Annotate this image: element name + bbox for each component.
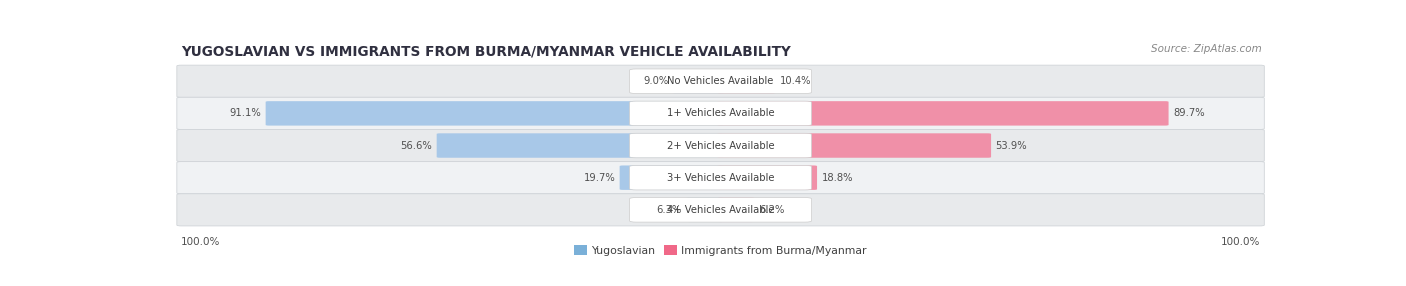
FancyBboxPatch shape [177, 194, 1264, 226]
Text: 100.0%: 100.0% [1220, 237, 1260, 247]
FancyBboxPatch shape [177, 97, 1264, 130]
FancyBboxPatch shape [177, 162, 1264, 194]
Text: 2+ Vehicles Available: 2+ Vehicles Available [666, 140, 775, 150]
FancyBboxPatch shape [717, 133, 991, 158]
Legend: Yugoslavian, Immigrants from Burma/Myanmar: Yugoslavian, Immigrants from Burma/Myanm… [569, 241, 872, 260]
Text: 89.7%: 89.7% [1173, 108, 1205, 118]
FancyBboxPatch shape [177, 65, 1264, 97]
Text: 3+ Vehicles Available: 3+ Vehicles Available [666, 173, 775, 183]
Text: 10.4%: 10.4% [780, 76, 811, 86]
FancyBboxPatch shape [437, 133, 724, 158]
FancyBboxPatch shape [717, 166, 817, 190]
Text: 9.0%: 9.0% [643, 76, 668, 86]
Text: 100.0%: 100.0% [181, 237, 221, 247]
Text: Source: ZipAtlas.com: Source: ZipAtlas.com [1152, 44, 1263, 54]
FancyBboxPatch shape [177, 130, 1264, 162]
FancyBboxPatch shape [717, 198, 755, 222]
FancyBboxPatch shape [672, 69, 724, 94]
Text: 4+ Vehicles Available: 4+ Vehicles Available [666, 205, 775, 215]
FancyBboxPatch shape [630, 101, 811, 126]
Text: 53.9%: 53.9% [995, 140, 1026, 150]
FancyBboxPatch shape [717, 69, 775, 94]
Text: YUGOSLAVIAN VS IMMIGRANTS FROM BURMA/MYANMAR VEHICLE AVAILABILITY: YUGOSLAVIAN VS IMMIGRANTS FROM BURMA/MYA… [181, 44, 792, 58]
Text: 1+ Vehicles Available: 1+ Vehicles Available [666, 108, 775, 118]
Text: 91.1%: 91.1% [229, 108, 262, 118]
FancyBboxPatch shape [266, 101, 724, 126]
FancyBboxPatch shape [630, 69, 811, 94]
Text: 56.6%: 56.6% [401, 140, 432, 150]
FancyBboxPatch shape [630, 133, 811, 158]
Text: 6.2%: 6.2% [759, 205, 785, 215]
Text: 19.7%: 19.7% [583, 173, 616, 183]
FancyBboxPatch shape [630, 198, 811, 222]
FancyBboxPatch shape [630, 165, 811, 190]
FancyBboxPatch shape [717, 101, 1168, 126]
Text: 6.3%: 6.3% [657, 205, 682, 215]
Text: 18.8%: 18.8% [821, 173, 853, 183]
Text: No Vehicles Available: No Vehicles Available [668, 76, 773, 86]
FancyBboxPatch shape [620, 166, 724, 190]
FancyBboxPatch shape [686, 198, 724, 222]
